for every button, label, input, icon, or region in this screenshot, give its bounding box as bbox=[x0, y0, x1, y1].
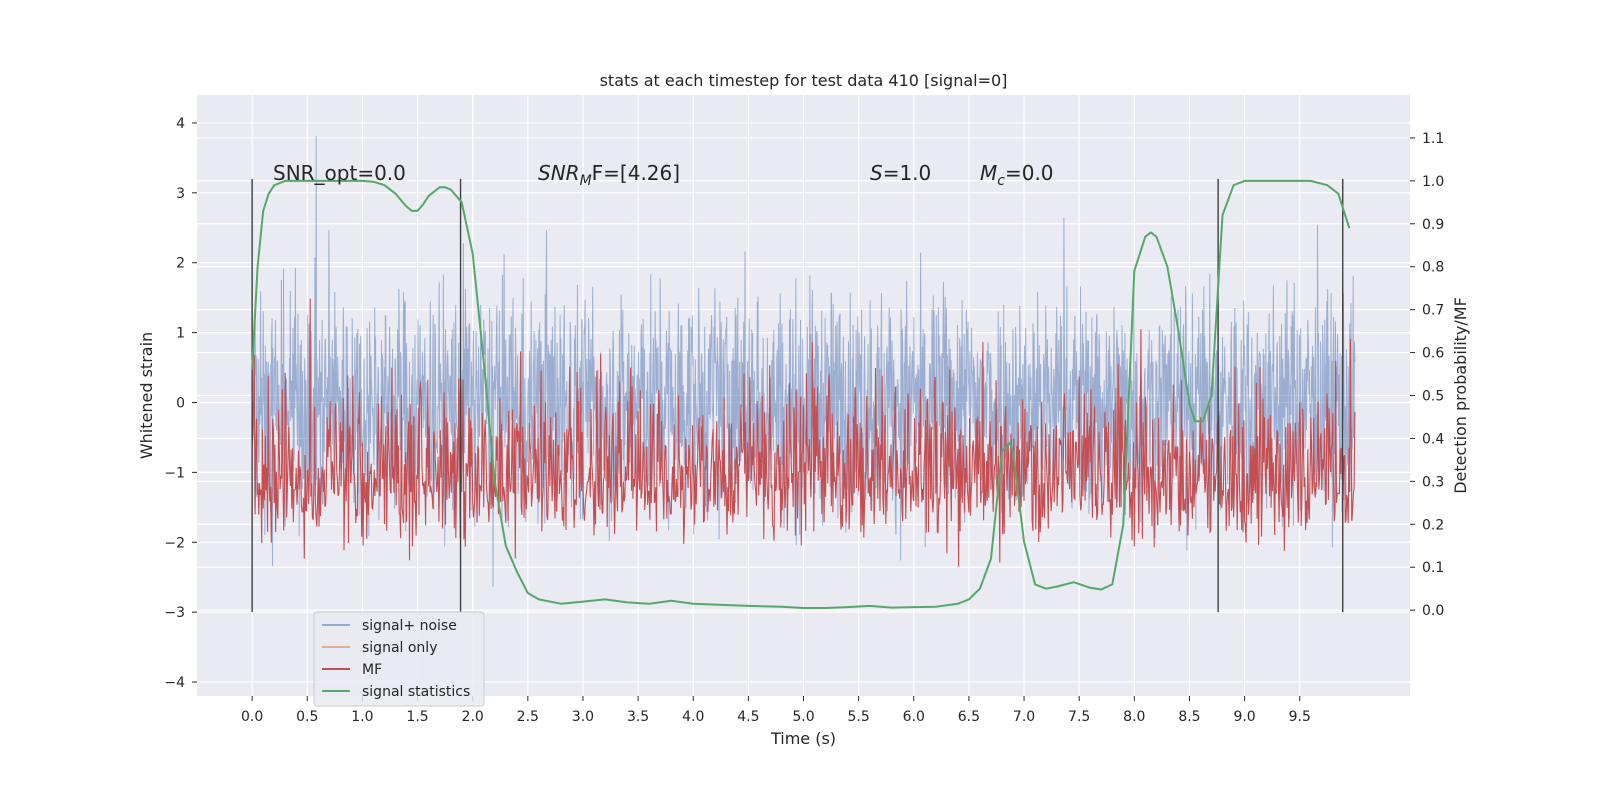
x-tick-label: 0.5 bbox=[296, 709, 318, 725]
x-tick-label: 5.5 bbox=[848, 709, 870, 725]
annotation-s-symbol: S bbox=[870, 161, 883, 185]
annotation-snr-mf-value: F=[4.26] bbox=[592, 161, 680, 185]
signal-statistics-line bbox=[251, 179, 1351, 609]
y2-tick-label: 0.8 bbox=[1422, 260, 1444, 276]
x-tick-label: 9.0 bbox=[1233, 709, 1255, 725]
y2-tick-label: 0.5 bbox=[1422, 389, 1444, 405]
y-axis-label: Whitened strain bbox=[137, 332, 156, 459]
y-tick-label: −1 bbox=[164, 465, 185, 481]
annotation-snr-mf: SNRMF=[4.26] bbox=[538, 161, 680, 189]
annotation-snr-opt: SNR_opt=0.0 bbox=[273, 161, 406, 185]
series-mf bbox=[251, 298, 1356, 567]
annotation-snr-mf-subscript: M bbox=[580, 173, 592, 189]
x-tick-label: 3.0 bbox=[572, 709, 594, 725]
series-signal-statistics bbox=[251, 179, 1351, 609]
annotation-mc-value: =0.0 bbox=[1005, 161, 1054, 185]
y-tick-label: 1 bbox=[176, 326, 185, 342]
annotation-mc-symbol: M bbox=[980, 161, 997, 185]
y-tick-label: 2 bbox=[176, 256, 185, 272]
annotation-s: S=1.0 bbox=[870, 161, 931, 185]
y-tick-label: −4 bbox=[164, 675, 185, 691]
y-tick-label: 0 bbox=[176, 395, 185, 411]
y2-tick-label: 0.0 bbox=[1422, 603, 1444, 619]
y-tick-label: −2 bbox=[164, 535, 185, 551]
legend-box bbox=[313, 611, 485, 707]
x-tick-label: 4.5 bbox=[737, 709, 759, 725]
x-tick-label: 1.5 bbox=[406, 709, 428, 725]
y2-tick-label: 0.6 bbox=[1422, 346, 1444, 362]
y2-tick-label: 0.3 bbox=[1422, 474, 1444, 490]
legend-label-signal-statistics: signal statistics bbox=[362, 684, 470, 700]
y2-tick-label: 1.1 bbox=[1422, 131, 1444, 147]
y2-tick-label: 1.0 bbox=[1422, 174, 1444, 190]
x-tick-label: 6.5 bbox=[958, 709, 980, 725]
annotation-s-value: =1.0 bbox=[883, 161, 932, 185]
y2-axis-label: Detection probability/MF bbox=[1451, 297, 1470, 494]
vertical-markers bbox=[251, 178, 1344, 613]
y-tick-label: 4 bbox=[176, 116, 185, 132]
x-tick-label: 9.5 bbox=[1289, 709, 1311, 725]
y2-tick-label: 0.1 bbox=[1422, 560, 1444, 576]
legend-label-signal-noise: signal+ noise bbox=[362, 618, 457, 634]
axis-ticks: 0.0 0.5 1.0 1.5 2.0 2.5 3.0 3.5 4.0 4.5 5.0 5.5 6.0 6… bbox=[164, 116, 1444, 725]
y2-tick-label: 0.7 bbox=[1422, 303, 1444, 319]
legend-label-mf: MF bbox=[362, 662, 382, 678]
x-tick-label: 6.0 bbox=[903, 709, 925, 725]
x-tick-label: 5.0 bbox=[792, 709, 814, 725]
chart-title: stats at each timestep for test data 410… bbox=[600, 71, 1008, 90]
x-tick-label: 7.0 bbox=[1013, 709, 1035, 725]
y2-tick-label: 0.2 bbox=[1422, 517, 1444, 533]
y-tick-label: 3 bbox=[176, 186, 185, 202]
x-tick-label: 0.0 bbox=[241, 709, 263, 725]
x-tick-label: 4.0 bbox=[682, 709, 704, 725]
legend: signal+ noise signal only MF signal stat… bbox=[313, 611, 485, 707]
y2-tick-label: 0.4 bbox=[1422, 431, 1444, 447]
x-tick-label: 8.0 bbox=[1123, 709, 1145, 725]
y2-tick-label: 0.9 bbox=[1422, 217, 1444, 233]
x-tick-label: 7.5 bbox=[1068, 709, 1090, 725]
mf-line bbox=[251, 298, 1356, 567]
x-tick-label: 3.5 bbox=[627, 709, 649, 725]
annotation-mc: Mc=0.0 bbox=[980, 161, 1054, 189]
annotation-snr-mf-symbol: SNR bbox=[538, 161, 580, 185]
annotation-mc-subscript: c bbox=[997, 173, 1005, 189]
x-tick-label: 8.5 bbox=[1178, 709, 1200, 725]
y-tick-label: −3 bbox=[164, 605, 185, 621]
x-tick-label: 1.0 bbox=[351, 709, 373, 725]
x-tick-label: 2.5 bbox=[517, 709, 539, 725]
x-tick-label: 2.0 bbox=[462, 709, 484, 725]
legend-label-signal-only: signal only bbox=[362, 640, 437, 656]
x-axis-label: Time (s) bbox=[770, 729, 836, 748]
